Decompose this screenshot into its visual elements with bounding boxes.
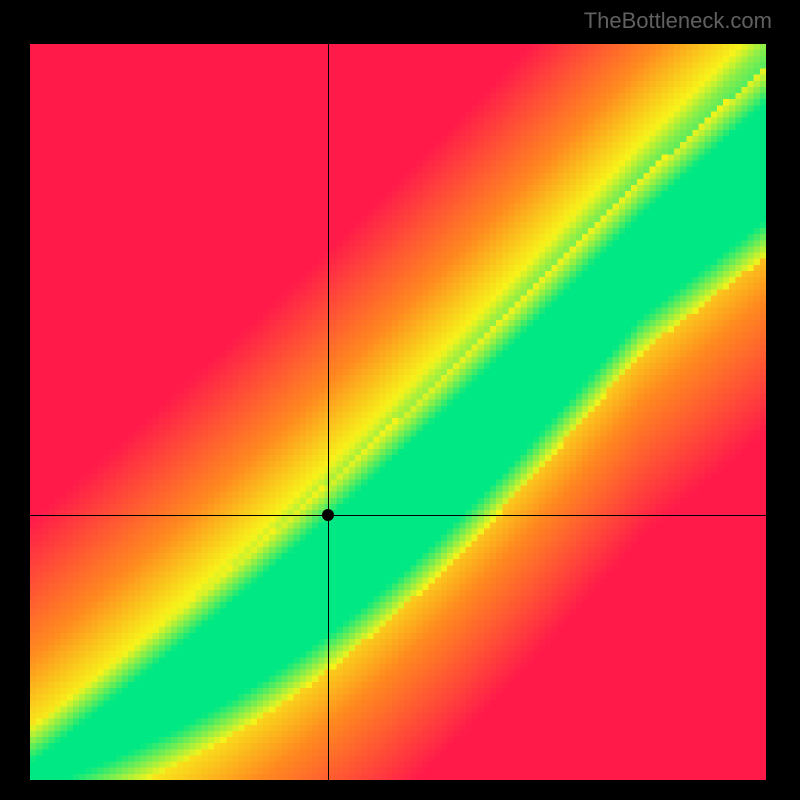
plot-frame [24,38,772,786]
watermark-text: TheBottleneck.com [584,8,772,34]
crosshair-horizontal [30,515,766,516]
heatmap-canvas [30,44,766,780]
crosshair-point [322,509,334,521]
heatmap-plot [30,44,766,780]
crosshair-vertical [328,44,329,780]
